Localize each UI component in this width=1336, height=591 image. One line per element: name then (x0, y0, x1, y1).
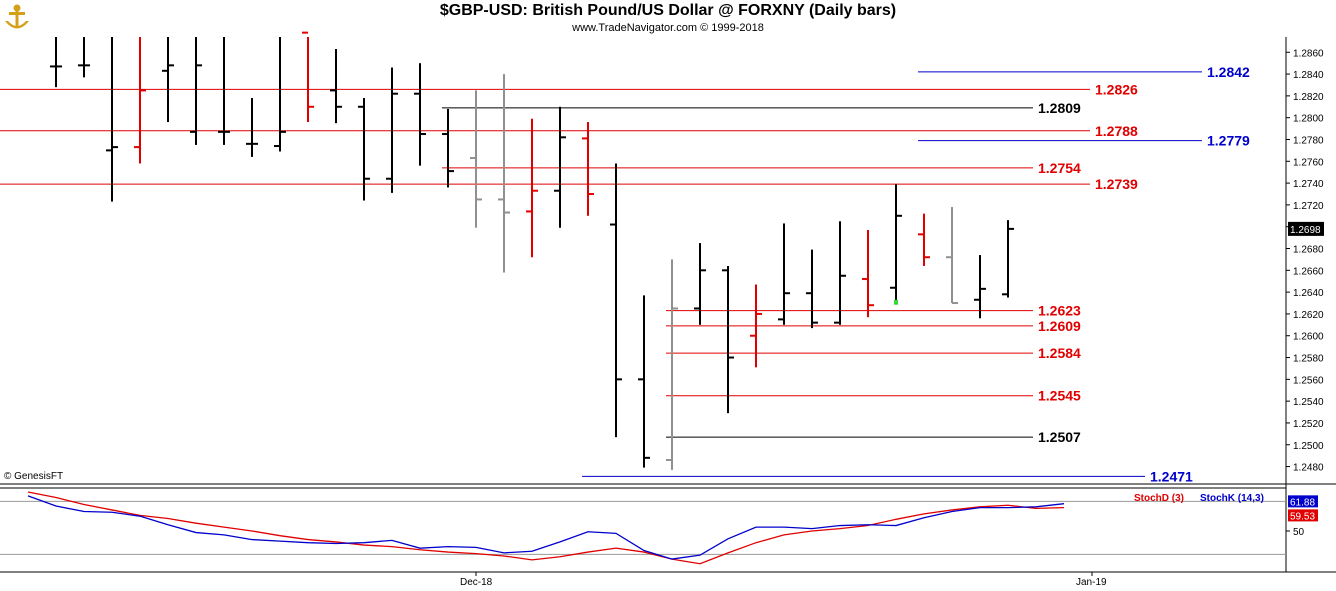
ohlc-bar (274, 37, 286, 152)
ohlc-bar (862, 229, 874, 318)
ohlc-bar (946, 207, 958, 305)
ohlc-bar (78, 37, 90, 78)
anchor-logo-icon (5, 4, 29, 29)
price-tick-label: 1.2780 (1293, 135, 1324, 146)
ohlc-bar (890, 184, 902, 304)
level-label: 1.2623 (1038, 303, 1081, 319)
chart-subtitle: www.TradeNavigator.com © 1999-2018 (572, 22, 764, 34)
stochk-last-box (1288, 495, 1318, 508)
level-label: 1.2754 (1038, 160, 1081, 176)
date-label: Dec-18 (460, 577, 493, 588)
ohlc-bar (834, 221, 846, 325)
stoch-series-line (27, 491, 1065, 565)
ohlc-bar (498, 74, 510, 273)
ohlc-bar (778, 223, 790, 325)
ohlc-bar (50, 37, 62, 88)
ohlc-bar (190, 37, 202, 145)
ohlc-bar (246, 98, 258, 157)
ohlc-bar (218, 37, 230, 145)
stochk-last-label: 61.88 (1290, 497, 1315, 508)
ohlc-bar (302, 31, 314, 123)
ohlc-bar (330, 48, 342, 124)
price-tick-label: 1.2800 (1293, 114, 1324, 125)
last-price-label: 1.2698 (1290, 225, 1321, 236)
date-label: Jan-19 (1076, 577, 1107, 588)
level-label: 1.2788 (1095, 123, 1138, 139)
price-tick-label: 1.2480 (1293, 463, 1324, 474)
level-label: 1.2609 (1038, 318, 1081, 334)
level-label: 1.2739 (1095, 176, 1138, 192)
ohlc-bar (554, 106, 566, 228)
ohlc-bar (582, 122, 594, 216)
stoch-series-line (27, 495, 1065, 560)
price-tick-label: 1.2620 (1293, 310, 1324, 321)
ohlc-bar (358, 98, 370, 201)
level-label: 1.2507 (1038, 429, 1081, 445)
level-label: 1.2584 (1038, 345, 1081, 361)
level-label: 1.2826 (1095, 81, 1138, 97)
stoch-tick-label: 50 (1293, 527, 1305, 538)
level-label: 1.2842 (1207, 64, 1250, 80)
legend-stochk: StochK (14,3) (1200, 493, 1264, 504)
price-tick-label: 1.2580 (1293, 354, 1324, 365)
ohlc-bar (610, 163, 622, 438)
ohlc-bar (694, 243, 706, 325)
price-tick-label: 1.2760 (1293, 157, 1324, 168)
ohlc-bar (470, 90, 482, 228)
price-tick-label: 1.2660 (1293, 266, 1324, 277)
ohlc-bar (386, 67, 398, 193)
copyright-label: © GenesisFT (4, 471, 63, 482)
chart-title: $GBP-USD: British Pound/US Dollar @ FORX… (439, 2, 897, 19)
price-tick-label: 1.2820 (1293, 92, 1324, 103)
level-label: 1.2779 (1207, 133, 1250, 149)
price-tick-label: 1.2680 (1293, 245, 1324, 256)
ohlc-bar (722, 265, 734, 414)
stochd-last-box (1288, 509, 1318, 522)
last-price-box (1288, 221, 1324, 236)
signal-marker (894, 299, 898, 305)
price-tick-label: 1.2740 (1293, 179, 1324, 190)
ohlc-bar (414, 63, 426, 166)
price-tick-label: 1.2500 (1293, 441, 1324, 452)
price-tick-label: 1.2640 (1293, 288, 1324, 299)
stochd-last-label: 59.53 (1290, 511, 1315, 522)
ohlc-bar (638, 295, 650, 468)
level-label: 1.2809 (1038, 100, 1081, 116)
ohlc-bar (750, 284, 762, 368)
ohlc-bar (526, 118, 538, 258)
level-label: 1.2545 (1038, 388, 1081, 404)
legend-stochd: StochD (3) (1134, 493, 1184, 504)
price-tick-label: 1.2540 (1293, 397, 1324, 408)
price-tick-label: 1.2860 (1293, 48, 1324, 59)
price-tick-label: 1.2840 (1293, 70, 1324, 81)
price-tick-label: 1.2520 (1293, 419, 1324, 430)
ohlc-bar (918, 213, 930, 266)
ohlc-bar (106, 37, 118, 202)
price-tick-label: 1.2600 (1293, 332, 1324, 343)
ohlc-bar (134, 37, 146, 164)
ohlc-bar (666, 259, 678, 470)
ohlc-bar (162, 37, 174, 123)
price-tick-label: 1.2560 (1293, 375, 1324, 386)
ohlc-bar (806, 249, 818, 329)
level-label: 1.2471 (1150, 468, 1193, 484)
ohlc-bar (974, 255, 986, 319)
price-tick-label: 1.2720 (1293, 201, 1324, 212)
ohlc-bar (442, 108, 454, 188)
ohlc-bar (1002, 220, 1014, 298)
